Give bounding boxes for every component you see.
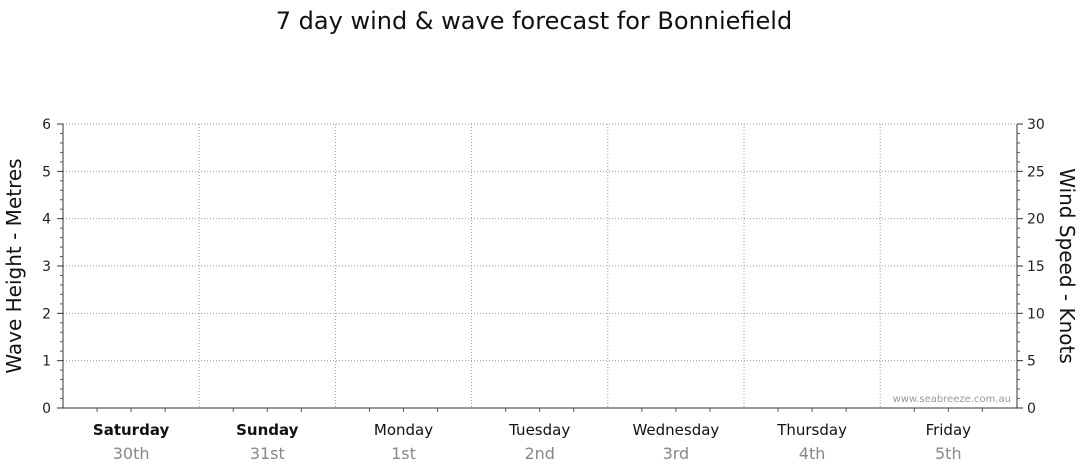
x-date-label: 3rd bbox=[663, 444, 690, 463]
x-day-label: Tuesday bbox=[508, 421, 570, 439]
x-date-label: 1st bbox=[391, 444, 416, 463]
left-axis-ticks: 0 1 2 3 4 5 6 bbox=[42, 117, 63, 417]
chart-title: 7 day wind & wave forecast for Bonniefie… bbox=[276, 7, 792, 35]
y-left-tick-label: 6 bbox=[42, 117, 51, 133]
y-left-tick-label: 3 bbox=[42, 259, 51, 275]
y-right-tick-label: 25 bbox=[1027, 164, 1045, 180]
x-day-label: Sunday bbox=[236, 421, 299, 439]
x-date-label: 5th bbox=[935, 444, 962, 463]
x-axis-labels: Saturday 30th Sunday 31st Monday 1st Tuesday 2n… bbox=[93, 408, 983, 463]
x-date-label: 31st bbox=[250, 444, 285, 463]
y-right-tick-label: 10 bbox=[1027, 306, 1045, 322]
x-day-label: Thursday bbox=[776, 421, 847, 439]
x-date-label: 4th bbox=[799, 444, 826, 463]
x-day-label: Friday bbox=[926, 421, 972, 439]
y-right-tick-label: 30 bbox=[1027, 117, 1045, 133]
y-left-tick-label: 1 bbox=[42, 354, 51, 370]
x-date-label: 30th bbox=[113, 444, 150, 463]
y-left-tick-label: 0 bbox=[42, 401, 51, 417]
x-date-label: 2nd bbox=[524, 444, 554, 463]
x-day-label: Wednesday bbox=[632, 421, 719, 439]
y-right-tick-label: 5 bbox=[1027, 354, 1036, 370]
y-right-tick-label: 0 bbox=[1027, 401, 1036, 417]
grid bbox=[63, 123, 1017, 408]
watermark: www.seabreeze.com.au bbox=[893, 394, 1011, 405]
y-right-axis-title: Wind Speed - Knots bbox=[1055, 168, 1079, 364]
x-day-label: Saturday bbox=[93, 421, 170, 439]
y-left-tick-label: 5 bbox=[42, 164, 51, 180]
y-left-tick-label: 2 bbox=[42, 306, 51, 322]
right-axis-ticks: 0 5 10 15 20 25 30 bbox=[1017, 117, 1045, 417]
y-left-tick-label: 4 bbox=[42, 212, 51, 228]
y-right-tick-label: 20 bbox=[1027, 212, 1045, 228]
x-day-label: Monday bbox=[374, 421, 433, 439]
y-left-axis-title: Wave Height - Metres bbox=[2, 158, 26, 373]
y-right-tick-label: 15 bbox=[1027, 259, 1045, 275]
